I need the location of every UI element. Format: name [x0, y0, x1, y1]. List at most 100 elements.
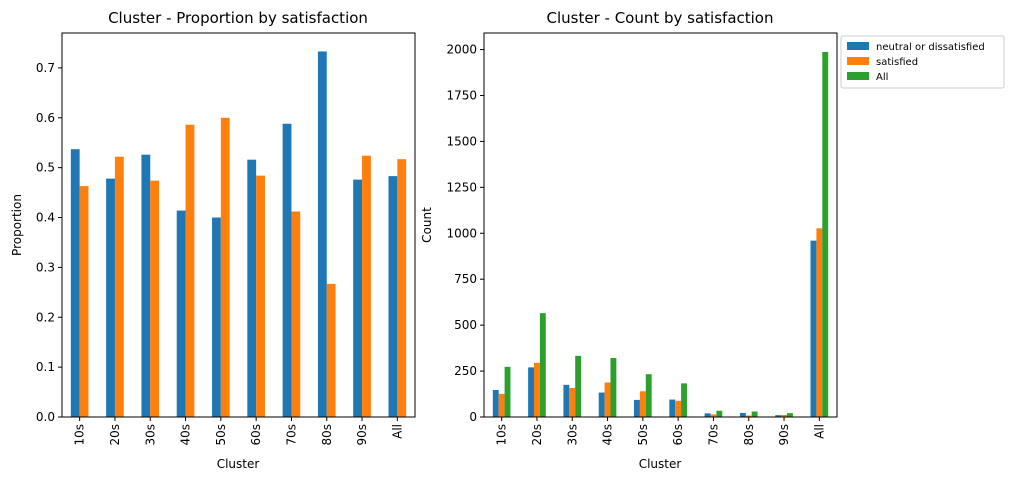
bar-satisfied-all: [397, 159, 407, 418]
chart-title: Cluster - Proportion by satisfaction: [108, 9, 368, 27]
bar-satisfied-40s: [185, 124, 195, 417]
bar-neutral-or-dissatisfied-30s: [141, 154, 151, 417]
bar-all-all: [822, 51, 829, 418]
bar-neutral-or-dissatisfied-10s: [492, 389, 499, 417]
bar-neutral-or-dissatisfied-70s: [704, 413, 711, 417]
bar-satisfied-90s: [781, 414, 787, 417]
x-tick-label: 40s: [179, 424, 193, 446]
y-tick-label: 1500: [446, 134, 477, 148]
bar-neutral-or-dissatisfied-80s: [739, 412, 746, 417]
bar-all-80s: [751, 411, 758, 417]
bar-all-20s: [539, 313, 546, 417]
y-tick-label: 1000: [446, 226, 477, 240]
bar-neutral-or-dissatisfied-60s: [247, 159, 257, 418]
bar-satisfied-20s: [534, 362, 540, 417]
bar-satisfied-90s: [362, 155, 371, 417]
y-axis-label: Proportion: [10, 194, 24, 256]
bar-neutral-or-dissatisfied-50s: [634, 399, 640, 417]
x-tick-label: 80s: [742, 424, 756, 446]
bar-satisfied-30s: [569, 387, 576, 417]
plot-frame: [61, 32, 416, 418]
bar-all-10s: [504, 366, 511, 417]
x-tick-label: 30s: [143, 424, 157, 446]
y-tick-label: 250: [454, 364, 477, 378]
y-ticks: 0 250 500 750 1000 1250 1500 1750 2000: [446, 43, 484, 424]
y-tick-label: 0: [469, 410, 477, 424]
bar-satisfied-10s: [79, 186, 89, 417]
x-tick-label: 90s: [355, 424, 369, 446]
y-tick-label: 500: [454, 318, 477, 332]
legend-label: All: [876, 72, 888, 83]
x-tick-label: 50s: [214, 424, 228, 446]
bar-satisfied-30s: [150, 180, 160, 417]
x-tick-label: 90s: [777, 424, 791, 446]
bar-satisfied-10s: [498, 393, 505, 417]
bar-neutral-or-dissatisfied-70s: [282, 123, 292, 417]
x-tick-label: 10s: [495, 424, 509, 446]
bar-neutral-or-dissatisfied-20s: [528, 367, 535, 417]
bar-neutral-or-dissatisfied-90s: [775, 415, 782, 417]
x-tick-label: 40s: [601, 424, 615, 446]
count-chart: Cluster - Count by satisfaction 0 250 500 7…: [420, 9, 838, 471]
legend-swatch: [847, 42, 869, 50]
bar-all-90s: [786, 413, 793, 417]
bar-satisfied-20s: [114, 156, 124, 417]
y-tick-label: 0.6: [36, 111, 55, 125]
legend-swatch: [847, 72, 869, 80]
bar-neutral-or-dissatisfied-10s: [70, 149, 80, 417]
bar-neutral-or-dissatisfied-all: [388, 176, 398, 417]
bar-satisfied-60s: [675, 400, 682, 417]
y-ticks: 0.0 0.1 0.2 0.3 0.4 0.5 0.6 0.7: [36, 61, 62, 424]
y-axis-label: Count: [420, 207, 434, 243]
y-tick-label: 1250: [446, 180, 477, 194]
plot-frame: [483, 32, 838, 418]
x-tick-label: All: [812, 424, 826, 439]
legend-swatch: [847, 57, 869, 65]
bar-neutral-or-dissatisfied-60s: [669, 399, 676, 417]
bar-all-50s: [645, 374, 652, 417]
y-tick-label: 0.4: [36, 211, 55, 225]
y-tick-label: 0.1: [36, 360, 55, 374]
bars-group: [492, 51, 829, 418]
x-tick-label: 20s: [530, 424, 544, 446]
y-tick-label: 0.5: [36, 161, 55, 175]
x-ticks: 10s 20s 30s 40s 50s 60s 70s 80s 90s All: [495, 417, 826, 446]
bar-satisfied-70s: [710, 414, 717, 417]
bar-neutral-or-dissatisfied-20s: [106, 178, 115, 417]
x-ticks: 10s 20s 30s 40s 50s 60s 70s 80s 90s All: [73, 417, 404, 446]
bar-all-40s: [610, 358, 617, 417]
y-tick-label: 0.3: [36, 260, 55, 274]
bar-all-60s: [681, 383, 687, 417]
bar-satisfied-60s: [256, 175, 265, 417]
legend: neutral or dissatisfied satisfied All: [840, 35, 1005, 89]
x-tick-label: 80s: [320, 424, 334, 446]
legend-frame: [840, 35, 1005, 89]
bar-neutral-or-dissatisfied-80s: [317, 51, 327, 417]
legend-label: neutral or dissatisfied: [876, 42, 985, 53]
y-tick-label: 1750: [446, 88, 477, 102]
bar-satisfied-50s: [220, 117, 230, 417]
bar-neutral-or-dissatisfied-90s: [353, 179, 363, 417]
x-tick-label: 60s: [249, 424, 263, 446]
bar-neutral-or-dissatisfied-all: [810, 240, 817, 417]
x-axis-label: Cluster: [639, 457, 682, 471]
x-tick-label: 50s: [636, 424, 650, 446]
bar-neutral-or-dissatisfied-40s: [176, 210, 186, 417]
x-tick-label: 70s: [284, 424, 298, 446]
x-tick-label: 60s: [671, 424, 685, 446]
legend-label: satisfied: [876, 57, 918, 68]
x-tick-label: 30s: [565, 424, 579, 446]
bar-satisfied-80s: [745, 415, 752, 417]
y-tick-label: 2000: [446, 43, 477, 57]
bar-satisfied-40s: [604, 382, 611, 417]
y-tick-label: 750: [454, 272, 477, 286]
x-tick-label: 10s: [73, 424, 87, 446]
x-tick-label: All: [390, 424, 404, 439]
x-tick-label: 70s: [706, 424, 720, 446]
bars-group: [70, 51, 407, 418]
bar-satisfied-50s: [639, 391, 646, 417]
y-tick-label: 0.2: [36, 310, 55, 324]
x-axis-label: Cluster: [217, 457, 260, 471]
bar-neutral-or-dissatisfied-30s: [563, 384, 570, 417]
